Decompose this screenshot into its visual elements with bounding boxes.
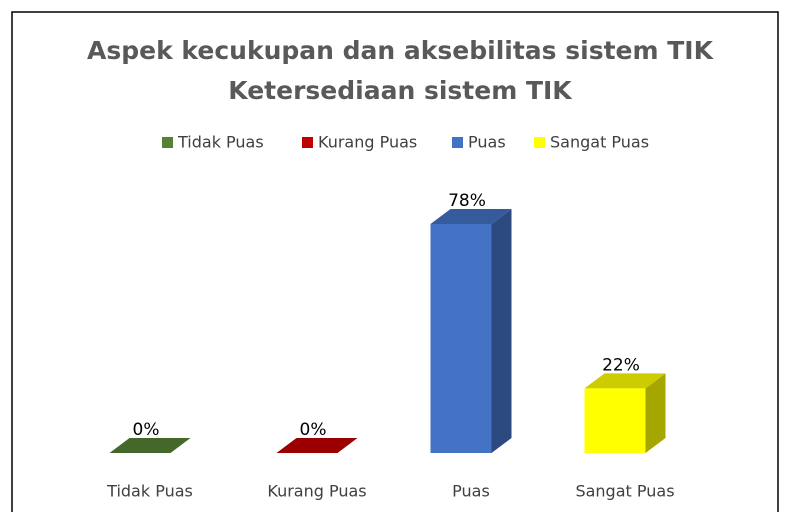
- legend-swatch: [534, 137, 545, 148]
- x-tick-label: Puas: [452, 482, 490, 501]
- bar: [430, 209, 512, 453]
- bar-side: [645, 373, 666, 453]
- x-tick-label: Tidak Puas: [106, 482, 193, 501]
- data-label: 78%: [448, 191, 486, 211]
- legend-label: Puas: [468, 133, 506, 152]
- legend-swatch: [162, 137, 173, 148]
- data-label: 0%: [300, 420, 327, 440]
- x-tick-label: Kurang Puas: [267, 482, 366, 501]
- bar: [584, 373, 666, 453]
- legend-swatch: [302, 137, 313, 148]
- data-label: 0%: [133, 420, 160, 440]
- bar-top: [430, 209, 512, 224]
- chart-subtitle: Ketersediaan sistem TIK: [228, 76, 573, 105]
- chart-title: Aspek kecukupan dan aksebilitas sistem T…: [87, 36, 715, 65]
- bar: [109, 438, 191, 453]
- x-tick-label: Sangat Puas: [575, 482, 674, 501]
- bar-top: [109, 438, 191, 453]
- bar-top: [584, 373, 666, 389]
- bar-front: [584, 388, 646, 453]
- bar-top: [276, 438, 358, 453]
- bar: [276, 438, 358, 453]
- legend-label: Tidak Puas: [177, 133, 264, 152]
- legend-label: Sangat Puas: [550, 133, 649, 152]
- bar-front: [430, 224, 492, 453]
- legend-label: Kurang Puas: [318, 133, 417, 152]
- data-label: 22%: [602, 355, 640, 375]
- legend-swatch: [452, 137, 463, 148]
- bar-side: [491, 209, 512, 453]
